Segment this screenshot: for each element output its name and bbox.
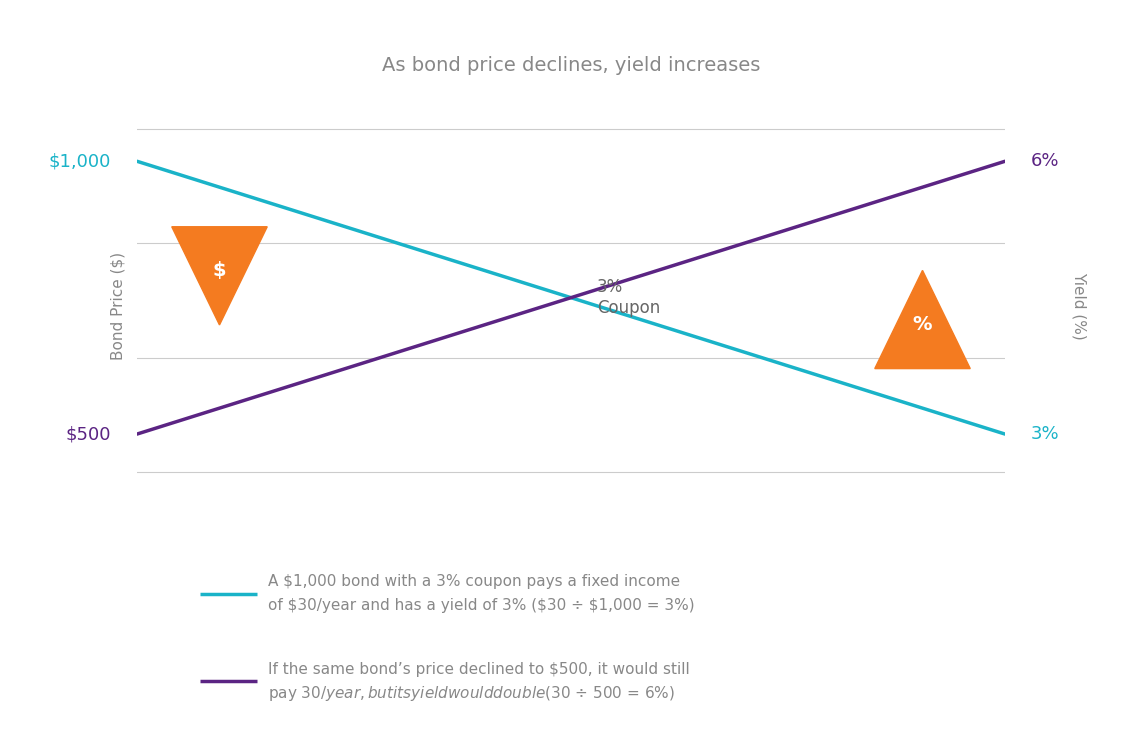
Text: 3%
Coupon: 3% Coupon — [597, 279, 660, 317]
Text: $1,000: $1,000 — [49, 153, 111, 170]
Text: of $30/year and has a yield of 3% ($30 ÷ $1,000 = 3%): of $30/year and has a yield of 3% ($30 ÷… — [268, 598, 695, 613]
Text: If the same bond’s price declined to $500, it would still: If the same bond’s price declined to $50… — [268, 662, 690, 677]
Text: $500: $500 — [65, 425, 111, 443]
Title: As bond price declines, yield increases: As bond price declines, yield increases — [381, 56, 761, 75]
Text: pay $30/year, but its yield would double ($30 ÷ 500 = 6%): pay $30/year, but its yield would double… — [268, 684, 675, 702]
Text: A $1,000 bond with a 3% coupon pays a fixed income: A $1,000 bond with a 3% coupon pays a fi… — [268, 574, 681, 590]
Text: Yield (%): Yield (%) — [1071, 272, 1087, 340]
Polygon shape — [875, 270, 971, 368]
Text: $: $ — [212, 261, 226, 280]
Text: 6%: 6% — [1031, 153, 1060, 170]
Y-axis label: Bond Price ($): Bond Price ($) — [111, 252, 126, 360]
Text: 3%: 3% — [1031, 425, 1060, 443]
Polygon shape — [171, 227, 267, 325]
Text: %: % — [912, 315, 932, 335]
